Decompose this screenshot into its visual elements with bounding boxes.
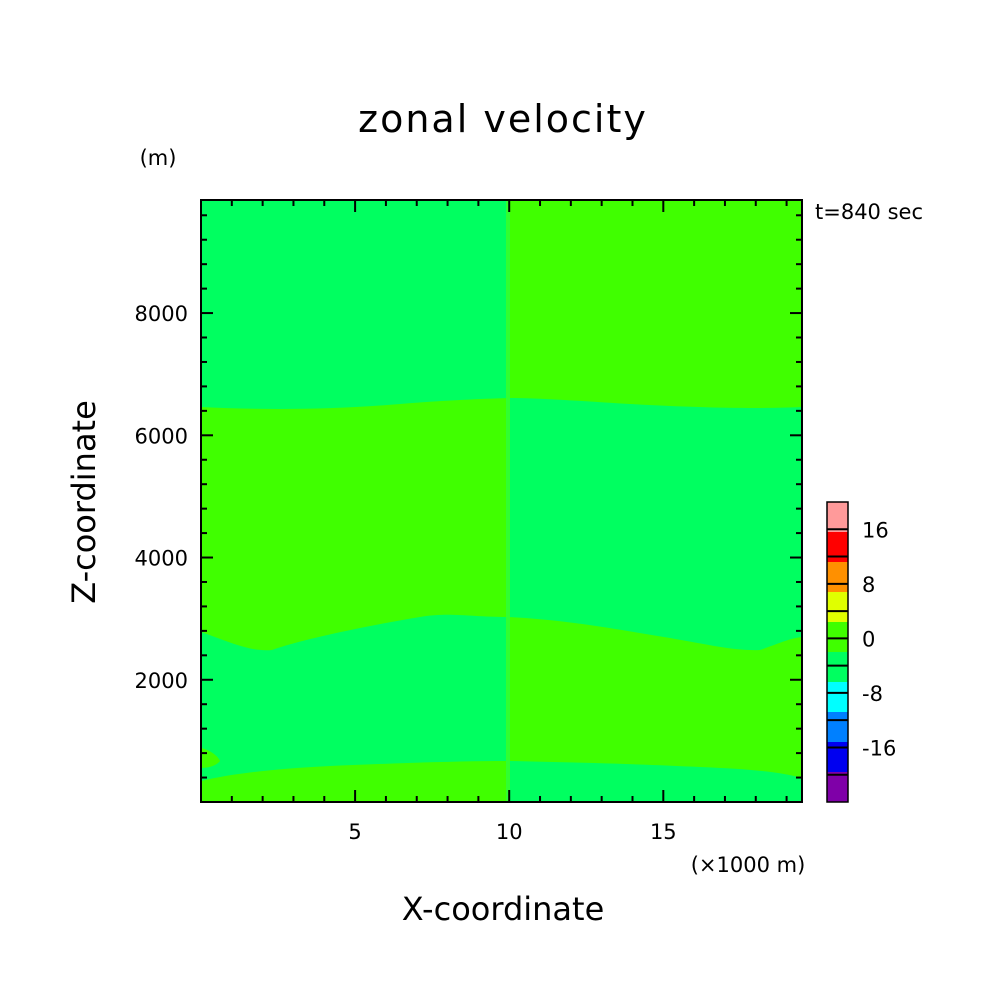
x-tick-label: 5 [348,820,361,844]
colorbar-tick-label: -8 [862,682,883,706]
colorbar-tick-label: 16 [862,518,889,542]
colorbar-swatch [827,712,848,742]
colorbar-swatch [827,532,848,562]
colorbar-swatch [827,682,848,712]
chart-title: zonal velocity [358,97,648,141]
region-right-bottom-band [508,761,802,802]
axis-tick-labels: 5 10 15 2000 4000 6000 8000 [135,302,677,844]
y-unit-label: (m) [140,146,177,170]
y-tick-label: 6000 [135,424,188,448]
x-tick-label: 10 [496,820,523,844]
region-left-bottom-band [201,761,508,802]
colorbar-tick-label: 8 [862,573,875,597]
plot-area [201,200,802,802]
colorbar-tick-label: -16 [862,736,896,760]
colorbar: -16 -8 0 8 16 [826,501,896,803]
y-tick-label: 4000 [135,547,188,571]
plot-frame [200,199,803,803]
region-right-middle-band [508,398,802,651]
region-left-middle-band [201,398,508,651]
colorbar-frame [826,501,849,803]
center-divider [506,200,510,802]
y-axis-label: Z-coordinate [65,400,103,604]
colorbar-swatch [827,502,848,532]
colorbar-swatch [827,742,848,772]
colorbar-swatch [827,622,848,652]
y-tick-label: 8000 [135,302,188,326]
x-unit-label: (×1000 m) [691,853,806,877]
colorbar-swatch [827,772,848,802]
time-label: t=840 sec [815,200,923,224]
x-tick-label: 15 [650,820,677,844]
y-tick-label: 2000 [135,669,188,693]
colorbar-tick-label: 0 [862,627,875,651]
x-axis-label: X-coordinate [402,890,605,928]
colorbar-swatch [827,652,848,682]
colorbar-swatch [827,562,848,592]
colorbar-swatch [827,592,848,622]
